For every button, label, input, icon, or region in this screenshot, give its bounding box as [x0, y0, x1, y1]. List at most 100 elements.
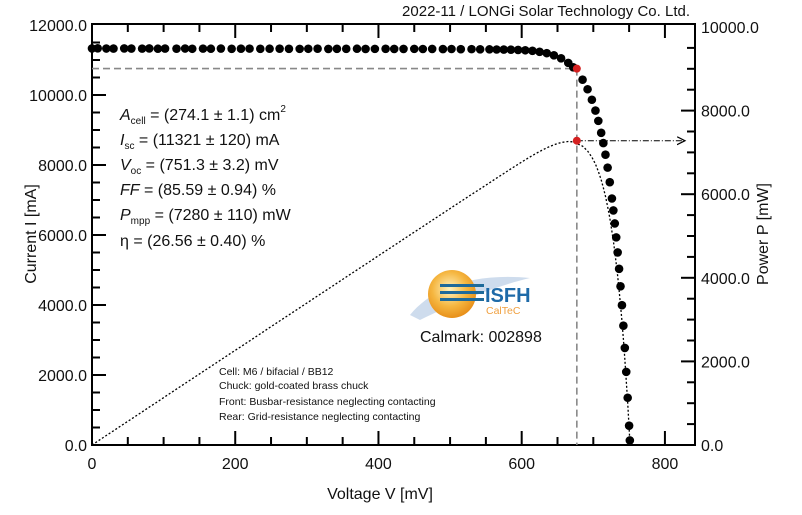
logo-sub: CalTeC: [486, 305, 521, 317]
iv-point: [447, 44, 456, 54]
iv-point: [275, 44, 284, 53]
iv-point: [609, 206, 618, 215]
x-tick-label: 400: [365, 456, 392, 473]
iv-point: [594, 116, 603, 126]
iv-point: [549, 50, 559, 60]
param-area: Acell = (274.1 ± 1.1) cm2: [119, 104, 286, 127]
iv-point: [144, 44, 154, 53]
iv-point: [475, 44, 485, 54]
chart-title: 2022-11 / LONGi Solar Technology Co. Ltd…: [402, 3, 690, 20]
iv-point: [485, 45, 494, 54]
iv-point: [206, 44, 216, 54]
iv-point: [137, 44, 147, 53]
x-tick-label: 0: [88, 456, 97, 473]
x-axis-label: Voltage V [mV]: [327, 486, 433, 503]
y-left-tick-label: 0.0: [65, 438, 87, 455]
y-right-axis-label: Power P [mW]: [755, 183, 772, 285]
iv-point: [599, 138, 608, 148]
iv-point: [160, 44, 170, 53]
iv-point: [542, 48, 552, 58]
x-tick-label: 600: [508, 456, 535, 473]
power-curve: [91, 140, 631, 446]
iv-point: [624, 421, 634, 430]
iv-point: [399, 44, 408, 54]
iv-point: [332, 44, 342, 54]
iv-point: [313, 44, 322, 53]
y-left-tick-label: 6000.0: [38, 228, 87, 245]
iv-point: [614, 264, 624, 274]
iv-point: [341, 44, 351, 54]
parameters-block: Acell = (274.1 ± 1.1) cm2 Isc = (11321 ±…: [119, 104, 292, 250]
y-right-tick-label: 4000.0: [701, 271, 750, 288]
iv-point: [596, 128, 606, 138]
calmark: Calmark: 002898: [420, 329, 542, 346]
iv-point: [587, 95, 597, 105]
iv-point: [389, 44, 399, 54]
x-tick-label: 200: [222, 456, 249, 473]
y-left-tick-label: 8000.0: [38, 158, 87, 175]
iv-point: [418, 44, 428, 54]
iv-point: [127, 44, 136, 53]
iv-point: [528, 46, 537, 56]
iv-point: [409, 44, 419, 54]
iv-point: [265, 44, 274, 54]
iv-point: [180, 44, 190, 53]
iv-point: [535, 47, 544, 57]
iv-point: [187, 44, 197, 54]
y-left-tick-label: 12000.0: [29, 18, 87, 35]
iv-point: [607, 194, 617, 203]
y-right-tick-label: 8000.0: [701, 104, 750, 121]
iv-point: [620, 343, 630, 353]
param-ff: FF = (85.59 ± 0.94) %: [120, 182, 276, 199]
iv-point: [601, 150, 610, 160]
isfh-logo: ISFH CalTeC: [410, 270, 531, 320]
iv-point: [610, 219, 620, 228]
mpp-power-point: [572, 136, 581, 145]
note-front: Front: Busbar-resistance neglecting cont…: [219, 396, 436, 408]
iv-point: [583, 84, 592, 94]
param-isc: Isc = (11321 ± 120) mA: [120, 132, 280, 152]
y-left-tick-label: 4000.0: [38, 298, 87, 315]
iv-point: [499, 45, 509, 54]
iv-point: [245, 44, 254, 53]
y-left-tick-label: 2000.0: [38, 368, 87, 385]
iv-point: [617, 300, 627, 310]
iv-point: [603, 163, 612, 172]
iv-point: [352, 44, 362, 54]
iv-point: [109, 44, 118, 53]
param-efficiency: η = (26.56 ± 0.40) %: [120, 233, 265, 250]
note-cell: Cell: M6 / bifacial / BB12: [219, 366, 334, 378]
iv-point: [456, 44, 466, 54]
param-pmpp: Pmpp = (7280 ± 110) mW: [120, 207, 292, 227]
iv-point: [467, 44, 476, 54]
iv-point: [520, 45, 530, 55]
iv-point: [513, 45, 523, 55]
y-left-tick-label: 10000.0: [29, 88, 87, 105]
iv-point: [492, 45, 501, 54]
iv-point: [93, 44, 103, 53]
iv-point: [255, 44, 265, 54]
iv-point: [619, 321, 628, 331]
logo-name: ISFH: [485, 285, 531, 307]
iv-point: [198, 44, 208, 53]
iv-point: [506, 45, 516, 55]
iv-point: [611, 233, 621, 242]
iv-point: [172, 44, 181, 53]
iv-point: [370, 44, 380, 54]
iv-point: [381, 44, 390, 54]
iv-point: [625, 436, 635, 445]
iv-point: [556, 54, 566, 63]
iv-point: [236, 44, 246, 53]
iv-point: [284, 44, 294, 54]
y-right-tick-label: 0.0: [701, 438, 723, 455]
iv-point: [119, 44, 129, 53]
iv-point: [227, 44, 236, 54]
iv-point: [613, 248, 622, 257]
iv-point: [438, 44, 448, 54]
iv-point: [591, 106, 600, 115]
measurement-notes: Cell: M6 / bifacial / BB12 Chuck: gold-c…: [219, 366, 436, 423]
y-right-tick-label: 6000.0: [701, 187, 750, 204]
param-voc: Voc = (751.3 ± 3.2) mV: [120, 157, 279, 177]
iv-point: [153, 44, 163, 54]
